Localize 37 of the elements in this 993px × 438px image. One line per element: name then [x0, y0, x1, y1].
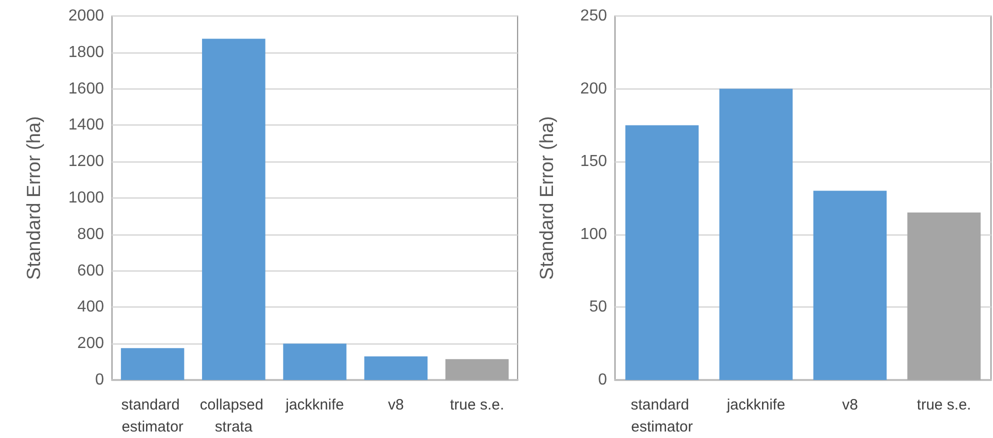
bar [719, 88, 793, 380]
y-tick-label: 200 [77, 335, 104, 352]
y-tick-label: 150 [580, 153, 608, 170]
x-tick-label: jackknife [726, 396, 786, 414]
y-tick-label: 1000 [68, 190, 104, 206]
y-axis-title: Standard Error (ha) [24, 116, 45, 280]
y-tick-label: 400 [77, 298, 104, 316]
x-tick-label: collapsed strata [200, 396, 268, 436]
y-tick-label: 1600 [68, 80, 104, 98]
x-tick-label: standard estimator [630, 396, 694, 436]
x-tick-label: true s.e. [450, 396, 504, 414]
y-tick-label: 0 [598, 372, 608, 388]
bar [813, 190, 887, 380]
y-tick-label: 1400 [68, 116, 104, 134]
y-tick-label: 2000 [68, 8, 104, 24]
y-tick-label: 0 [95, 372, 104, 388]
x-tick-label: standard estimator [121, 396, 184, 436]
x-tick-label: true s.e. [916, 396, 972, 414]
bar [364, 356, 428, 380]
bar [445, 359, 509, 380]
y-tick-label: 1200 [68, 153, 104, 170]
bar [907, 212, 981, 380]
bar [120, 348, 184, 380]
y-tick-label: 1800 [68, 44, 104, 61]
y-tick-label: 100 [580, 226, 608, 243]
y-tick-label: 800 [77, 226, 104, 243]
y-tick-label: 200 [580, 80, 608, 98]
y-tick-label: 50 [589, 298, 608, 316]
x-tick-label: v8 [842, 396, 858, 414]
bar [283, 344, 346, 380]
y-tick-label: 250 [580, 8, 608, 24]
y-axis-title: Standard Error (ha) [537, 116, 558, 280]
x-tick-label: v8 [388, 396, 404, 414]
y-tick-label: 600 [77, 262, 104, 280]
bar [625, 125, 699, 380]
bar [202, 38, 266, 380]
x-tick-label: jackknife [284, 396, 344, 414]
